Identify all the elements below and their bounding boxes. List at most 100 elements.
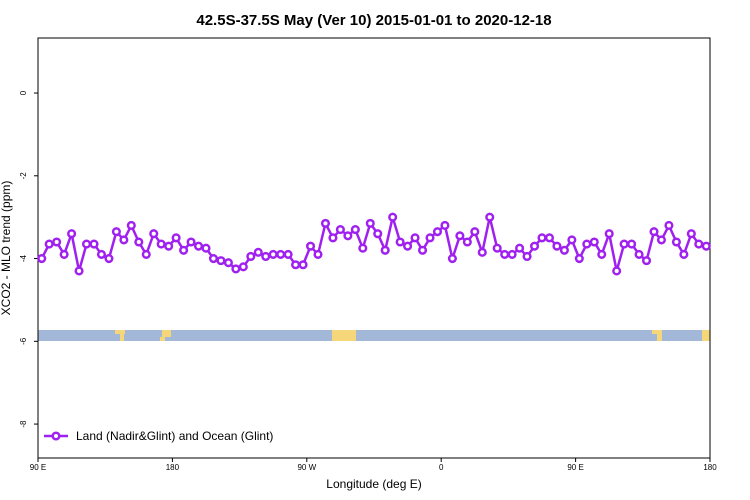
x-axis-label: Longitude (deg E) [326, 477, 421, 491]
data-point [186, 237, 196, 247]
x-tick-label: 90 E [30, 463, 46, 472]
data-point [111, 227, 121, 237]
data-point [627, 239, 637, 249]
data-point [537, 233, 547, 243]
data-point [74, 266, 84, 276]
data-point [619, 239, 629, 249]
data-point [574, 254, 584, 264]
data-point [462, 237, 472, 247]
data-point [477, 247, 487, 257]
data-point [164, 241, 174, 251]
x-tick-label: 180 [703, 463, 717, 472]
data-point [641, 256, 652, 266]
data-point [388, 212, 398, 222]
data-point [253, 247, 263, 257]
data-point [320, 218, 331, 228]
data-point [193, 241, 204, 251]
data-point [104, 254, 114, 264]
data-point [81, 239, 92, 249]
data-point [134, 237, 144, 247]
plot-frame [37, 37, 711, 459]
data-point [96, 249, 107, 259]
data-point [507, 249, 517, 259]
y-tick-label: -8 [19, 420, 28, 428]
data-point [246, 251, 256, 262]
data-point [589, 237, 599, 247]
data-point [455, 231, 465, 241]
data-point [567, 235, 577, 245]
data-point [238, 262, 248, 272]
data-point [171, 233, 181, 243]
surface-strip [38, 330, 710, 341]
data-point [492, 243, 502, 253]
x-tick-label: 90 E [567, 463, 583, 472]
data-point [208, 254, 219, 264]
data-point [328, 233, 338, 243]
data-point [276, 249, 286, 259]
data-point [67, 229, 77, 239]
data-point [201, 243, 211, 253]
data-point [612, 266, 622, 276]
data-point [403, 241, 413, 251]
y-tick-label: -6 [19, 337, 28, 345]
chart-title: 42.5S-37.5S May (Ver 10) 2015-01-01 to 2… [196, 12, 551, 29]
land-patch [702, 330, 710, 341]
data-point [485, 212, 495, 222]
land-patch [120, 334, 124, 341]
data-point [373, 229, 383, 239]
data-point [649, 227, 659, 237]
data-point [417, 245, 428, 255]
data-point [141, 249, 151, 259]
data-point [156, 239, 166, 249]
data-point [597, 249, 607, 259]
data-point [231, 264, 241, 274]
ocean-strip [38, 330, 710, 341]
data-point [440, 220, 450, 230]
data-point [52, 237, 62, 247]
data-point [395, 237, 405, 247]
data-point [425, 233, 435, 243]
data-point [544, 233, 555, 243]
data-point [515, 243, 525, 253]
data-point [59, 249, 69, 259]
data-point [500, 249, 510, 259]
data-point [559, 245, 569, 255]
data-point [37, 254, 47, 264]
data-point [410, 233, 420, 243]
data-point [223, 258, 233, 268]
data-point [664, 220, 674, 230]
land-patch [332, 330, 356, 341]
data-point [313, 249, 323, 259]
data-point [358, 243, 368, 253]
data-point [552, 241, 562, 251]
data-point [380, 245, 390, 255]
land-patch [657, 334, 662, 341]
x-tick-label: 0 [439, 463, 444, 472]
y-tick-label: -2 [19, 172, 28, 180]
land-patch [160, 337, 165, 341]
data-point [447, 254, 457, 264]
land-patch [162, 330, 171, 337]
data-point [268, 249, 278, 259]
data-point [335, 225, 345, 235]
data-point [701, 241, 711, 251]
legend-marker [51, 431, 61, 441]
data-point [686, 229, 696, 239]
data-point [432, 227, 443, 237]
data-point [89, 239, 99, 249]
y-tick-label: 0 [19, 90, 28, 95]
data-point [604, 229, 614, 239]
data-point [305, 241, 316, 251]
x-tick-label: 180 [166, 463, 180, 472]
data-point [216, 256, 226, 266]
data-point [283, 249, 293, 259]
legend-label: Land (Nadir&Glint) and Ocean (Glint) [76, 429, 273, 443]
data-point [119, 235, 129, 245]
data-point [470, 227, 480, 237]
data-point [179, 245, 189, 255]
data-point [126, 220, 136, 230]
data-point [149, 229, 159, 239]
data-point [365, 218, 375, 228]
data-point [671, 237, 681, 247]
